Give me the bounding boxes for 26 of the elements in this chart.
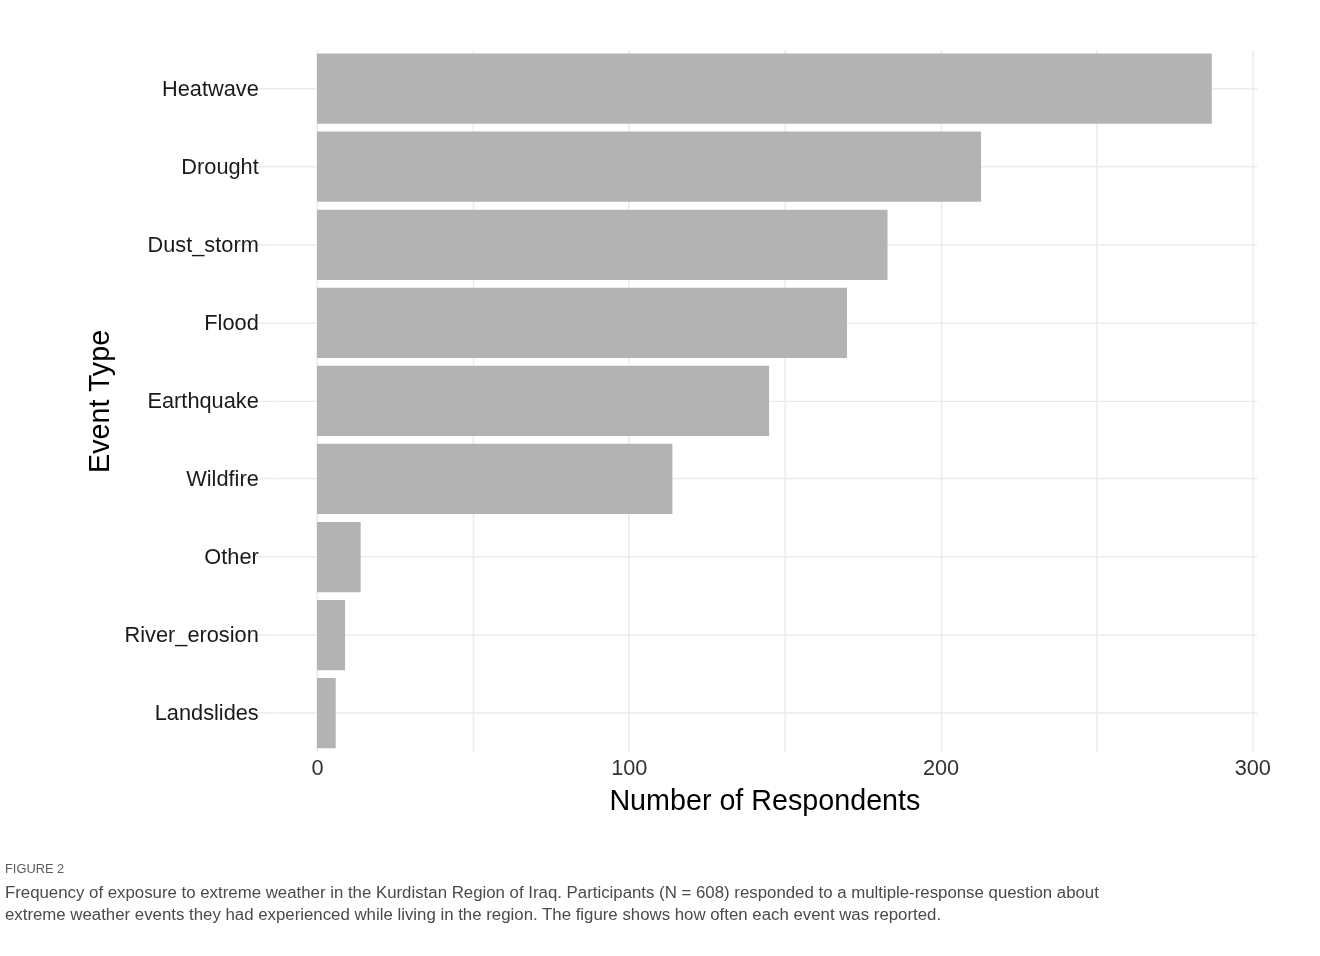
y-tick-label: River_erosion — [124, 621, 259, 647]
x-tick-label: 300 — [1234, 755, 1271, 781]
y-tick-label: Other — [204, 543, 259, 569]
bar — [317, 131, 982, 202]
y-axis-title: Event Type — [82, 329, 115, 473]
y-tick-label: Heatwave — [162, 75, 259, 101]
bar — [317, 678, 336, 749]
y-tick-label: Drought — [181, 153, 259, 179]
caption: FIGURE 2 — [4, 860, 65, 876]
bar — [317, 521, 361, 593]
y-tick-label: Flood — [204, 309, 259, 335]
x-tick-label: 0 — [311, 755, 324, 781]
bar — [317, 365, 770, 437]
bar — [317, 209, 888, 280]
x-tick-label: 200 — [922, 755, 960, 781]
x-tick-label: 100 — [611, 755, 648, 781]
bar — [317, 53, 1212, 124]
y-tick-label: Earthquake — [147, 387, 259, 413]
y-tick-label: Dust_storm — [147, 231, 259, 257]
bar — [317, 443, 673, 515]
bar — [317, 287, 848, 358]
bar — [317, 599, 346, 671]
y-tick-label: Wildfire — [186, 465, 259, 491]
text: Frequency of exposure to extreme weather in the Kurdistan Region of Iraq. Participants (N = 608) responded to a multiple-response question about extreme weather events they had experienced while living in the region. The figure shows how often each event was reported. — [4, 882, 1100, 925]
x-axis-title: Number of Respondents — [609, 784, 921, 817]
y-tick-label: Landslides — [154, 700, 259, 726]
